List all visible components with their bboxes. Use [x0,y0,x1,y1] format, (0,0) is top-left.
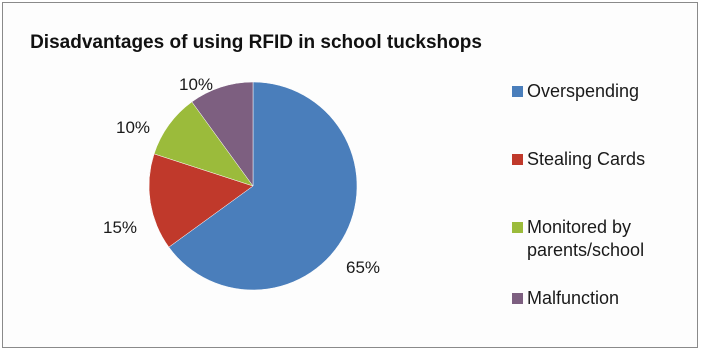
legend-swatch-overspending [512,86,523,97]
legend-label-malfunction: Malfunction [527,288,620,308]
legend-item-stealing-cards: Stealing Cards [512,148,645,171]
legend-item-malfunction: Malfunction [512,287,619,310]
chart-title: Disadvantages of using RFID in school tu… [30,32,482,53]
pie-slice-overspending [168,81,358,291]
data-label-malfunction: 10% [179,75,214,94]
pie-chart [148,81,358,291]
legend-item-monitored: Monitored by parents/school [512,216,644,262]
legend: Overspending Stealing Cards Monitored by… [512,0,702,354]
legend-label-stealing-cards: Stealing Cards [527,149,646,169]
pie-slice-malfunction [191,81,254,187]
legend-swatch-monitored [512,222,523,233]
legend-item-overspending: Overspending [512,80,639,103]
data-label-stealing-cards: 15% [103,218,138,237]
legend-swatch-malfunction [512,293,523,304]
data-label-overspending: 65% [346,258,381,277]
pie-slice-stealing-cards [148,153,254,248]
legend-swatch-stealing-cards [512,154,523,165]
legend-label-overspending: Overspending [527,81,640,101]
legend-label-monitored: Monitored by parents/school [527,217,645,260]
data-label-monitored: 10% [116,118,151,137]
